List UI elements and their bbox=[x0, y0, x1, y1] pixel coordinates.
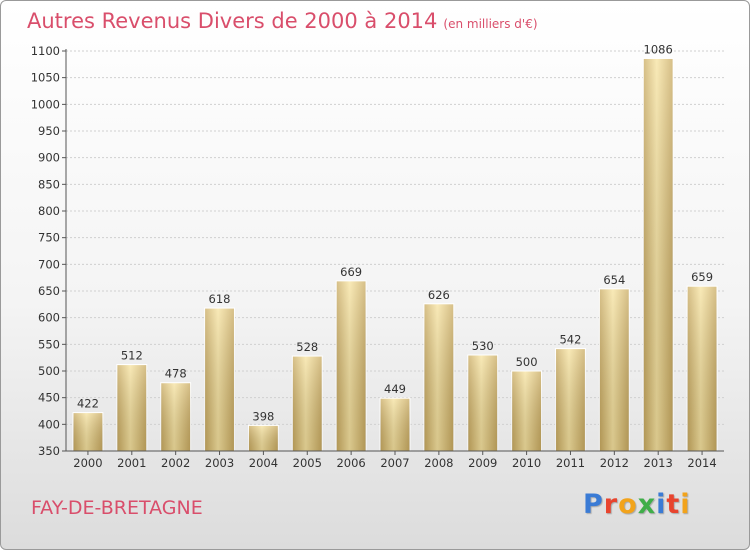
logo-letter: o bbox=[618, 489, 638, 520]
y-tick-label: 400 bbox=[38, 417, 60, 431]
bar-shade bbox=[511, 371, 542, 451]
chart-unit: (en milliers d'€) bbox=[443, 17, 538, 31]
x-tick-label: 2009 bbox=[468, 456, 497, 470]
bar-value-label: 422 bbox=[77, 397, 99, 411]
x-tick-label: 2002 bbox=[161, 456, 190, 470]
y-tick-label: 650 bbox=[38, 284, 60, 298]
bar-shade bbox=[599, 288, 630, 451]
bar-value-label: 659 bbox=[691, 270, 713, 284]
city-name: FAY-DE-BRETAGNE bbox=[31, 497, 203, 519]
bar-shade bbox=[336, 280, 367, 451]
y-tick-label: 850 bbox=[38, 177, 60, 191]
bar-shade bbox=[116, 364, 147, 451]
y-tick-label: 900 bbox=[38, 151, 60, 165]
bar-shade bbox=[160, 382, 191, 451]
bar-value-label: 398 bbox=[252, 409, 274, 423]
bar-shade bbox=[643, 58, 674, 451]
x-tick-label: 2012 bbox=[600, 456, 629, 470]
bar-shade bbox=[380, 398, 410, 451]
bar-shade bbox=[467, 355, 498, 451]
x-tick-label: 2005 bbox=[293, 456, 322, 470]
y-tick-label: 700 bbox=[38, 257, 60, 271]
bar-value-label: 1086 bbox=[644, 42, 673, 56]
y-tick-label: 550 bbox=[38, 337, 60, 351]
bar-value-label: 528 bbox=[296, 340, 318, 354]
chart-title-text: Autres Revenus Divers de 2000 à 2014 bbox=[27, 9, 438, 33]
x-tick-label: 2001 bbox=[117, 456, 146, 470]
bar-shade bbox=[687, 286, 717, 451]
proxiti-logo[interactable]: Proxiti bbox=[583, 489, 691, 520]
bar-value-label: 530 bbox=[472, 339, 494, 353]
x-tick-label: 2007 bbox=[380, 456, 409, 470]
x-tick-label: 2014 bbox=[687, 456, 716, 470]
y-tick-label: 1050 bbox=[31, 71, 60, 85]
bar-value-label: 618 bbox=[209, 292, 231, 306]
x-tick-label: 2008 bbox=[424, 456, 453, 470]
bar-shade bbox=[292, 356, 323, 451]
y-tick-label: 450 bbox=[38, 391, 60, 405]
x-tick-label: 2006 bbox=[336, 456, 365, 470]
y-tick-label: 1100 bbox=[31, 44, 60, 58]
chart-title: Autres Revenus Divers de 2000 à 2014 (en … bbox=[27, 9, 538, 33]
bar-value-label: 669 bbox=[340, 265, 362, 279]
bar-shade bbox=[248, 425, 279, 451]
y-tick-label: 750 bbox=[38, 231, 60, 245]
x-tick-label: 2000 bbox=[73, 456, 102, 470]
logo-letter: i bbox=[680, 489, 691, 520]
logo-letter: P bbox=[583, 489, 604, 520]
x-tick-label: 2003 bbox=[205, 456, 234, 470]
x-tick-label: 2010 bbox=[512, 456, 541, 470]
bar-shade bbox=[555, 348, 586, 451]
bar-value-label: 542 bbox=[559, 333, 581, 347]
bar-shade bbox=[73, 412, 103, 451]
x-tick-label: 2013 bbox=[644, 456, 673, 470]
bar-value-label: 626 bbox=[428, 288, 450, 302]
bar-value-label: 449 bbox=[384, 382, 406, 396]
x-tick-label: 2011 bbox=[556, 456, 585, 470]
logo-letter: x bbox=[637, 489, 657, 520]
logo-letter: i bbox=[656, 489, 667, 520]
bar-shade bbox=[423, 303, 454, 451]
bar-value-label: 654 bbox=[603, 273, 625, 287]
x-tick-label: 2004 bbox=[249, 456, 278, 470]
y-tick-label: 950 bbox=[38, 124, 60, 138]
bar-shade bbox=[204, 308, 235, 451]
bar-value-label: 478 bbox=[165, 367, 187, 381]
y-tick-label: 600 bbox=[38, 311, 60, 325]
y-tick-label: 500 bbox=[38, 364, 60, 378]
bar-value-label: 500 bbox=[516, 355, 538, 369]
bar-value-label: 512 bbox=[121, 349, 143, 363]
logo-letter: t bbox=[666, 489, 681, 520]
y-tick-label: 800 bbox=[38, 204, 60, 218]
logo-letter: r bbox=[603, 489, 619, 520]
y-tick-label: 350 bbox=[38, 444, 60, 458]
y-tick-label: 1000 bbox=[31, 97, 60, 111]
